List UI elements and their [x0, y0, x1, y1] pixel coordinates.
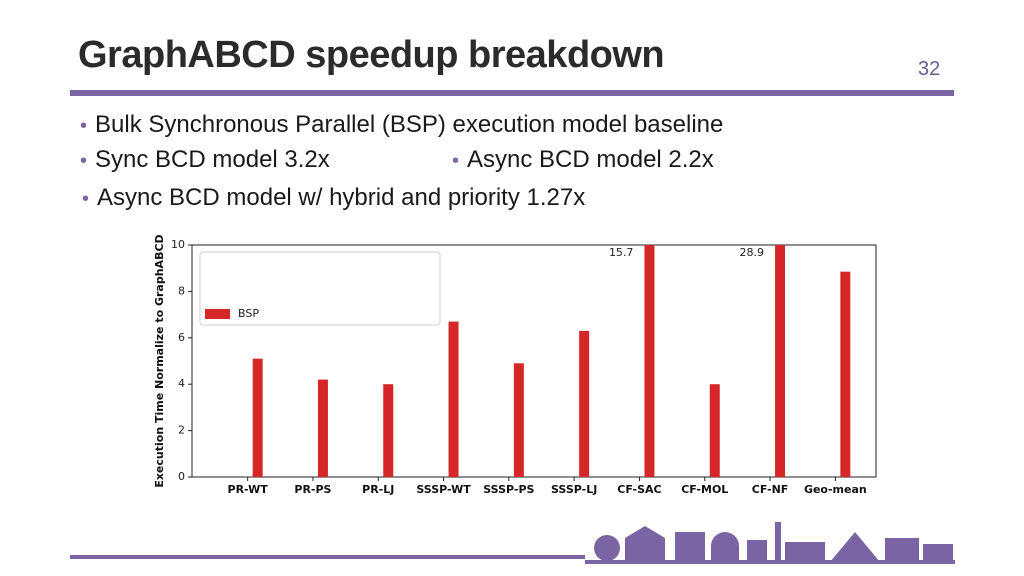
plot-area [252, 245, 851, 477]
page-number: 32 [918, 58, 941, 80]
bar [448, 321, 459, 477]
x-tick-label: CF-NF [752, 483, 789, 496]
bar [252, 358, 263, 477]
footer-rule [70, 555, 585, 559]
x-tick-label: PR-LJ [362, 483, 394, 496]
x-tick-label: CF-SAC [617, 483, 661, 496]
footer-skyline [585, 522, 955, 564]
y-axis-label: Execution Time Normalize to GraphABCD [153, 234, 166, 487]
bullet: Async BCD model 2.2x [452, 146, 714, 174]
x-tick-label: CF-MOL [681, 483, 728, 496]
legend-box [199, 251, 441, 326]
title-rule [70, 90, 954, 96]
bar [644, 245, 655, 477]
x-tick-label: SSSP-WT [416, 483, 471, 496]
bar [579, 330, 590, 477]
y-tick-label: 8 [178, 284, 185, 297]
bar [317, 379, 328, 477]
y-tick-label: 6 [178, 331, 185, 344]
data-label: 15.7 [609, 246, 634, 259]
bar [840, 271, 851, 477]
x-tick-label: SSSP-PS [483, 483, 534, 496]
bar [709, 384, 720, 477]
bar [513, 363, 524, 477]
x-tick-label: Geo-mean [804, 483, 867, 496]
bar [775, 245, 786, 477]
y-tick-label: 0 [178, 470, 185, 483]
slide-title: GraphABCD speedup breakdown [78, 34, 665, 76]
data-label: 28.9 [740, 246, 765, 259]
y-tick-label: 10 [171, 238, 185, 251]
x-tick-label: SSSP-LJ [551, 483, 597, 496]
bar [383, 384, 394, 477]
plot-frame [191, 244, 877, 478]
x-tick-label: PR-PS [294, 483, 331, 496]
legend-label: BSP [238, 307, 259, 320]
y-tick-label: 2 [178, 424, 185, 437]
legend-swatch [205, 309, 230, 319]
bullet: Bulk Synchronous Parallel (BSP) executio… [80, 111, 723, 139]
bullet: Sync BCD model 3.2x [80, 146, 330, 174]
bullet: Async BCD model w/ hybrid and priority 1… [82, 184, 585, 212]
y-tick-label: 4 [178, 377, 185, 390]
x-tick-label: PR-WT [228, 483, 269, 496]
